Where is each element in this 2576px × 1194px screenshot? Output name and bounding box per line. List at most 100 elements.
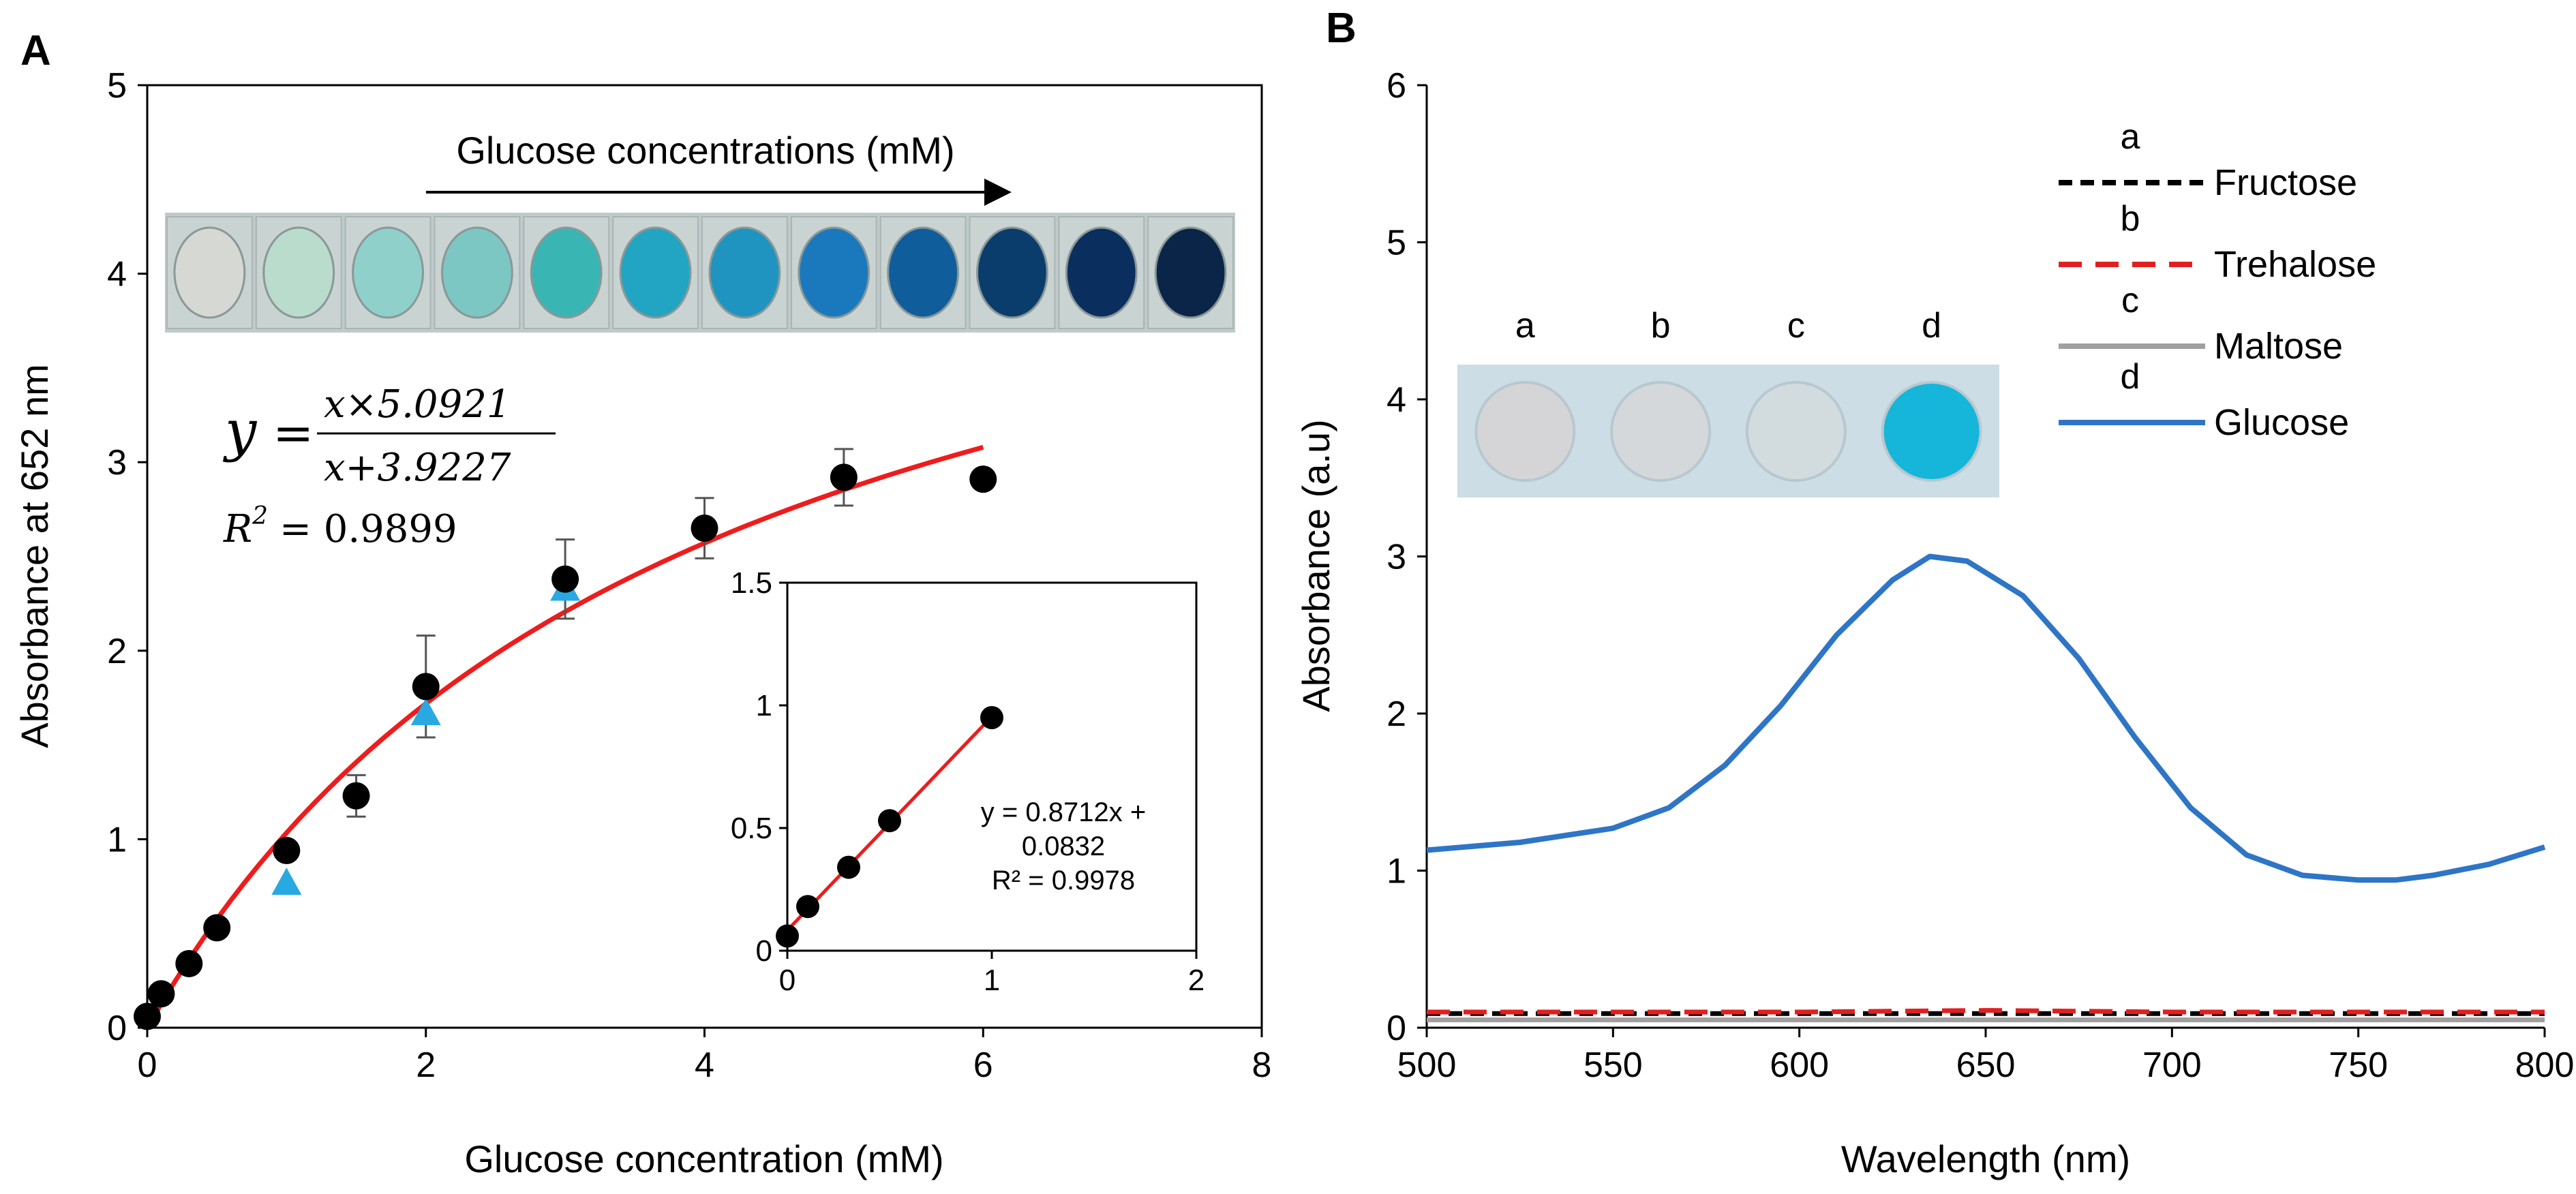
y-tick-label: 4 (1387, 380, 1406, 420)
well (1065, 226, 1138, 319)
inset-equation-line-2: 0.0832 (1022, 831, 1105, 861)
well (887, 226, 960, 319)
equation-denominator: x+3.9227 (324, 446, 511, 490)
panel-b-label: B (1326, 5, 1357, 52)
inset-data-point (878, 809, 901, 833)
panel-a-xlabel: Glucose concentration (mM) (464, 1137, 943, 1180)
panel-b-wells: a b c d (1474, 306, 1982, 482)
well (1154, 226, 1227, 319)
triangle-point (410, 698, 441, 726)
well (976, 226, 1048, 319)
data-point (203, 914, 231, 942)
inset-y-tick-label: 1 (756, 689, 772, 722)
data-point (412, 673, 440, 701)
triangle-point (271, 868, 302, 895)
y-tick-label: 6 (1387, 66, 1406, 106)
x-tick-label: 700 (2142, 1045, 2202, 1085)
y-tick-label: 0 (107, 1009, 127, 1048)
y-tick-label: 3 (107, 443, 127, 483)
inset-x-tick-label: 2 (1188, 964, 1204, 997)
y-tick-label: 5 (107, 66, 127, 106)
r2-value: = 0.9899 (279, 507, 457, 551)
data-point (273, 836, 301, 864)
x-tick-label: 550 (1584, 1045, 1643, 1085)
equation-numerator: x×5.0921 (324, 382, 511, 427)
well-letter: c (1787, 306, 1805, 346)
panel-a: A Glucose concentrations (mM) y = x×5.09… (13, 27, 1271, 1180)
inset-y-tick-label: 0 (756, 934, 772, 968)
inset-data-point (776, 924, 799, 948)
x-tick-label: 4 (695, 1045, 714, 1085)
data-point (830, 463, 858, 491)
panel-a-equation: y = x×5.0921 x+3.9227 R2 = 0.9899 (222, 382, 556, 551)
legend-label: Maltose (2214, 326, 2343, 367)
inset-data-point (837, 855, 860, 879)
panel-a-label: A (20, 27, 51, 74)
legend-label: Glucose (2214, 402, 2349, 443)
inset-data-point (980, 706, 1003, 729)
well-letter: d (1922, 306, 1941, 346)
inset-equation-line-1: y = 0.8712x + (981, 797, 1146, 827)
data-point (175, 949, 203, 977)
y-tick-label: 2 (107, 632, 127, 671)
y-tick-label: 2 (1387, 694, 1406, 734)
y-tick-label: 0 (1387, 1009, 1406, 1048)
y-tick-label: 5 (1387, 224, 1406, 263)
legend-letter: c (2121, 281, 2139, 320)
panel-a-axes: 0 2 4 6 8 0 1 2 3 4 5 (107, 66, 1271, 1085)
panel-a-ylabel: Absorbance at 652 nm (13, 364, 56, 748)
well (530, 226, 603, 319)
inset-y-tick-label: 1.5 (731, 566, 772, 600)
inset-equation: y = 0.8712x + 0.0832 R² = 0.9978 (981, 797, 1146, 895)
x-tick-label: 750 (2329, 1045, 2388, 1085)
panel-a-wells (166, 216, 1234, 329)
x-tick-label: 8 (1252, 1045, 1272, 1085)
panel-b-plot (1426, 553, 2546, 1022)
x-tick-label: 500 (1397, 1045, 1457, 1085)
x-tick-label: 600 (1770, 1045, 1829, 1085)
well (798, 226, 870, 319)
well (1881, 381, 1982, 482)
well (1474, 381, 1576, 482)
r2-label: R2 (223, 502, 268, 551)
legend-letter: d (2121, 357, 2140, 397)
well (441, 226, 513, 319)
legend-letter: a (2121, 117, 2140, 157)
series-line-glucose (1426, 553, 2546, 883)
well (1610, 381, 1712, 482)
panel-a-annotation: Glucose concentrations (mM) (456, 129, 954, 172)
well (1745, 381, 1847, 482)
legend-label: Trehalose (2214, 244, 2376, 285)
x-tick-label: 650 (1956, 1045, 2016, 1085)
panel-a-inset: 0 1 2 0 0.5 1 1.5 (731, 566, 1204, 997)
well (619, 226, 692, 319)
data-point (969, 465, 997, 493)
well (262, 226, 335, 319)
panel-a-wells-strip (165, 213, 1235, 333)
legend-letter: b (2121, 199, 2140, 239)
y-tick-label: 4 (107, 255, 127, 294)
inset-x-tick-label: 1 (984, 964, 1000, 997)
well (173, 226, 246, 319)
series-line-trehalose (1427, 1008, 2545, 1015)
y-tick-label: 1 (107, 820, 127, 859)
well-letter: a (1515, 306, 1535, 346)
data-point (147, 980, 175, 1008)
panel-b-ylabel: Absorbance (a.u) (1294, 419, 1337, 712)
panel-b-axes: 500 550 600 650 700 750 800 0 1 2 3 4 5 6 (1387, 66, 2574, 1085)
inset-y-tick-label: 0.5 (731, 812, 772, 845)
well (708, 226, 781, 319)
x-tick-label: 800 (2515, 1045, 2575, 1085)
x-tick-label: 2 (416, 1045, 436, 1085)
y-tick-label: 1 (1387, 852, 1406, 891)
inset-equation-line-3: R² = 0.9978 (992, 866, 1135, 895)
well-letter: b (1651, 306, 1671, 346)
inset-data-point (796, 895, 819, 919)
equation-y: y (222, 399, 258, 463)
data-point (551, 565, 579, 593)
panel-a-inset-frame (786, 581, 1198, 952)
data-point (342, 782, 370, 810)
well (352, 226, 424, 319)
